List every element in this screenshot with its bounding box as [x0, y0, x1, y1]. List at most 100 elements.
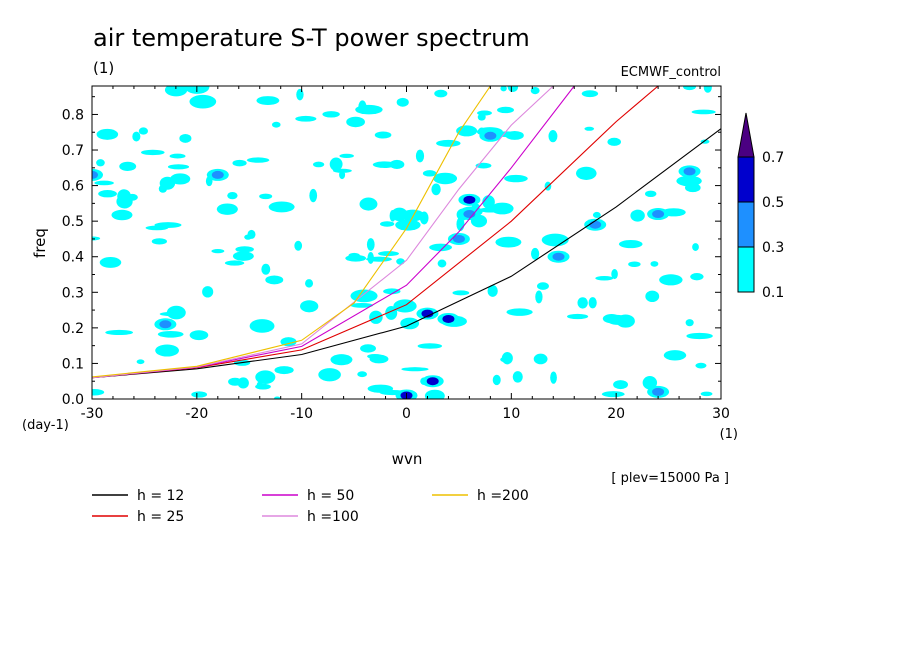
contour-blob — [265, 275, 284, 285]
y-tick-label: 0.4 — [62, 250, 84, 266]
legend-label: h =100 — [307, 509, 359, 525]
contour-blob — [268, 201, 295, 213]
contour-blob — [244, 234, 252, 240]
y-tick-label: 0.7 — [62, 143, 84, 159]
contour-blob — [332, 168, 352, 173]
contour-blob — [630, 209, 645, 222]
contour-blob — [531, 247, 540, 260]
contour-blob — [584, 126, 595, 131]
contour-blob — [422, 170, 437, 177]
contour-blob — [339, 153, 354, 159]
contour-blob — [96, 128, 119, 140]
contour-feature-core — [683, 167, 696, 176]
contour-blob — [366, 238, 375, 251]
contour-blob — [329, 157, 343, 171]
contour-blob — [227, 191, 238, 200]
contour-blob — [271, 121, 281, 128]
contour-blob — [280, 337, 297, 347]
contour-blob — [417, 343, 443, 349]
contour-blob — [613, 380, 628, 390]
contour-blob — [194, 95, 202, 100]
y-tick-label: 0.1 — [62, 356, 84, 372]
contour-blob — [452, 290, 470, 296]
x-tick-labels: -30 -20 -10 0 10 20 30 — [81, 406, 730, 422]
contour-feature-core — [463, 195, 476, 204]
contour-feature-core — [426, 377, 439, 386]
contour-blob — [305, 279, 314, 288]
contour-blob — [372, 161, 397, 168]
contour-blob — [348, 252, 360, 259]
contour-blob — [330, 354, 353, 366]
contour-blob — [504, 174, 528, 183]
contour-blob — [437, 259, 447, 268]
contour-blob — [358, 100, 367, 114]
contour-blob — [396, 97, 409, 107]
legend-label: h = 12 — [137, 488, 184, 504]
x-axis-label: wvn — [392, 450, 423, 468]
contour-blob — [676, 175, 702, 187]
contour-blob — [350, 289, 378, 303]
contour-blob — [577, 297, 588, 309]
contour-blob — [360, 344, 376, 353]
contour-feature-core — [452, 234, 465, 243]
contour-blob — [618, 239, 643, 249]
contour-blob — [683, 86, 697, 91]
contour-blob — [500, 356, 511, 363]
y-tick-label: 0.6 — [62, 179, 84, 195]
contour-blob — [628, 261, 641, 268]
colorbar-segment — [737, 246, 755, 293]
contour-blob — [607, 137, 622, 146]
contour-blob — [369, 310, 383, 324]
contour-blob — [396, 258, 405, 265]
contour-blob — [170, 173, 191, 185]
x-tick-label: 20 — [607, 406, 625, 422]
contour-blob — [456, 217, 465, 232]
contour-blob — [167, 164, 190, 170]
contour-blob — [92, 236, 101, 241]
contour-feature-core — [652, 387, 665, 396]
contour-blob — [595, 276, 614, 281]
contour-blob — [367, 353, 383, 359]
legend-label: h = 25 — [137, 509, 184, 525]
contour-blob — [96, 159, 105, 167]
contour-feature-core — [92, 170, 98, 179]
contour-blob — [379, 221, 395, 227]
y-tick-label: 0.0 — [62, 392, 84, 408]
x-tick-label: -20 — [185, 406, 208, 422]
contour-blob — [581, 90, 599, 98]
curve-h200 — [92, 86, 491, 378]
contour-blob — [136, 359, 145, 365]
contour-blob — [645, 190, 657, 198]
contour-blob — [179, 133, 192, 143]
contour-blob — [436, 139, 461, 147]
contour-blob — [246, 157, 270, 163]
contour-blob — [157, 330, 184, 338]
contour-blob — [359, 197, 378, 211]
legend-label: h = 50 — [307, 488, 354, 504]
contour-blob — [611, 268, 618, 280]
contour-blob — [191, 391, 208, 398]
contour-blob — [401, 367, 429, 372]
contour-blob — [357, 371, 367, 378]
contour-blob — [606, 314, 628, 325]
contour-blob — [478, 207, 503, 213]
contour-blob — [506, 308, 533, 316]
contour-blob — [535, 290, 543, 304]
contour-blob — [224, 260, 245, 266]
x-tick-label: 0 — [402, 406, 411, 422]
contour-blob — [507, 86, 519, 93]
colorbar: 0.1 0.3 0.5 0.7 — [737, 112, 784, 301]
contour-blob — [295, 115, 317, 122]
contour-blob — [374, 131, 392, 139]
contour-blob — [145, 225, 169, 231]
contour-blob — [601, 391, 625, 398]
y-units-label: (1) — [93, 59, 114, 77]
contour-blob — [592, 211, 601, 219]
contour-blob — [383, 288, 401, 295]
contour-blob — [429, 243, 452, 252]
axis-ticks — [91, 86, 722, 400]
contour-blob — [318, 368, 341, 382]
contour-blob — [166, 305, 186, 320]
contour-blob — [309, 188, 318, 203]
contour-blob — [434, 89, 448, 98]
